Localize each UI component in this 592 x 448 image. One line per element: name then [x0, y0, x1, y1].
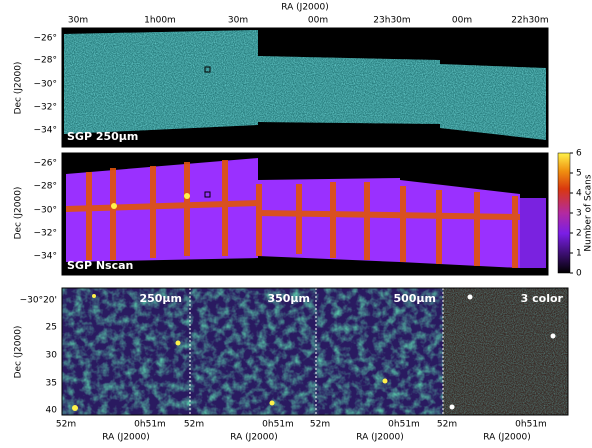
colorbar-tick-label: 1 — [576, 249, 582, 259]
x-tick-label: 00m — [308, 16, 328, 26]
axis-label: RA (J2000) — [102, 433, 150, 443]
x-tick-label: 52m — [437, 420, 457, 430]
x-tick-label: 30m — [68, 16, 88, 26]
colorbar-tick-label: 4 — [576, 189, 582, 199]
colorbar-tick-label: 5 — [576, 169, 582, 179]
y-tick-label: −32° — [34, 103, 58, 113]
x-tick-label: 30m — [228, 16, 248, 26]
y-tick-label: 30 — [46, 351, 58, 361]
x-tick-label: 52m — [56, 420, 76, 430]
x-tick-label: 23h30m — [373, 16, 410, 26]
x-tick-label: 1h00m — [144, 16, 176, 26]
y-tick-label: −28° — [34, 182, 58, 192]
panel-label: SGP Nscan — [67, 259, 133, 272]
axis-label: Dec (J2000) — [14, 187, 24, 240]
x-tick-label: 52m — [184, 420, 204, 430]
axis-label: RA (J2000) — [483, 433, 531, 443]
y-tick-label: −26° — [34, 34, 58, 44]
colorbar-tick-label: 0 — [576, 269, 582, 279]
colorbar-tick-label: 6 — [576, 149, 582, 159]
x-tick-label: 0h51m — [134, 420, 166, 430]
axis-label: RA (J2000) — [356, 433, 404, 443]
x-tick-label: 0h51m — [262, 420, 294, 430]
axis-label: RA (J2000) — [230, 433, 278, 443]
y-tick-label: 40 — [46, 406, 58, 416]
y-tick-label: −28° — [34, 56, 58, 66]
zoom-maps — [62, 288, 568, 415]
colorbar-tick-label: 2 — [576, 229, 582, 239]
x-tick-label: 0h51m — [515, 420, 547, 430]
y-tick-label: −32° — [34, 229, 58, 239]
panel-label: 250μm — [139, 292, 182, 305]
panel-label: 500μm — [393, 292, 436, 305]
y-tick-label: −30° — [34, 80, 58, 90]
panel-label: SGP 250μm — [67, 130, 138, 143]
x-tick-label: 0h51m — [388, 420, 420, 430]
x-tick-label: 00m — [452, 16, 472, 26]
colorbar — [558, 153, 570, 273]
colorbar-tick-label: 3 — [576, 209, 582, 219]
axis-label: Dec (J2000) — [14, 62, 24, 115]
y-tick-label: −34° — [34, 252, 58, 262]
panel-label: 3 color — [521, 292, 564, 305]
axis-label: Dec (J2000) — [14, 326, 24, 379]
x-tick-label: 22h30m — [511, 16, 548, 26]
y-tick-label: 25 — [46, 323, 57, 333]
y-tick-label: 35 — [46, 379, 57, 389]
y-tick-label: −34° — [34, 126, 58, 136]
x-tick-label: 52m — [310, 420, 330, 430]
panel-label: 350μm — [267, 292, 310, 305]
y-tick-label: −30° — [34, 206, 58, 216]
axis-label: RA (J2000) — [281, 3, 329, 13]
colorbar-label: Number of Scans — [584, 174, 592, 251]
y-tick-label: −26° — [34, 159, 58, 169]
y-tick-label: −30°20' — [20, 296, 57, 306]
